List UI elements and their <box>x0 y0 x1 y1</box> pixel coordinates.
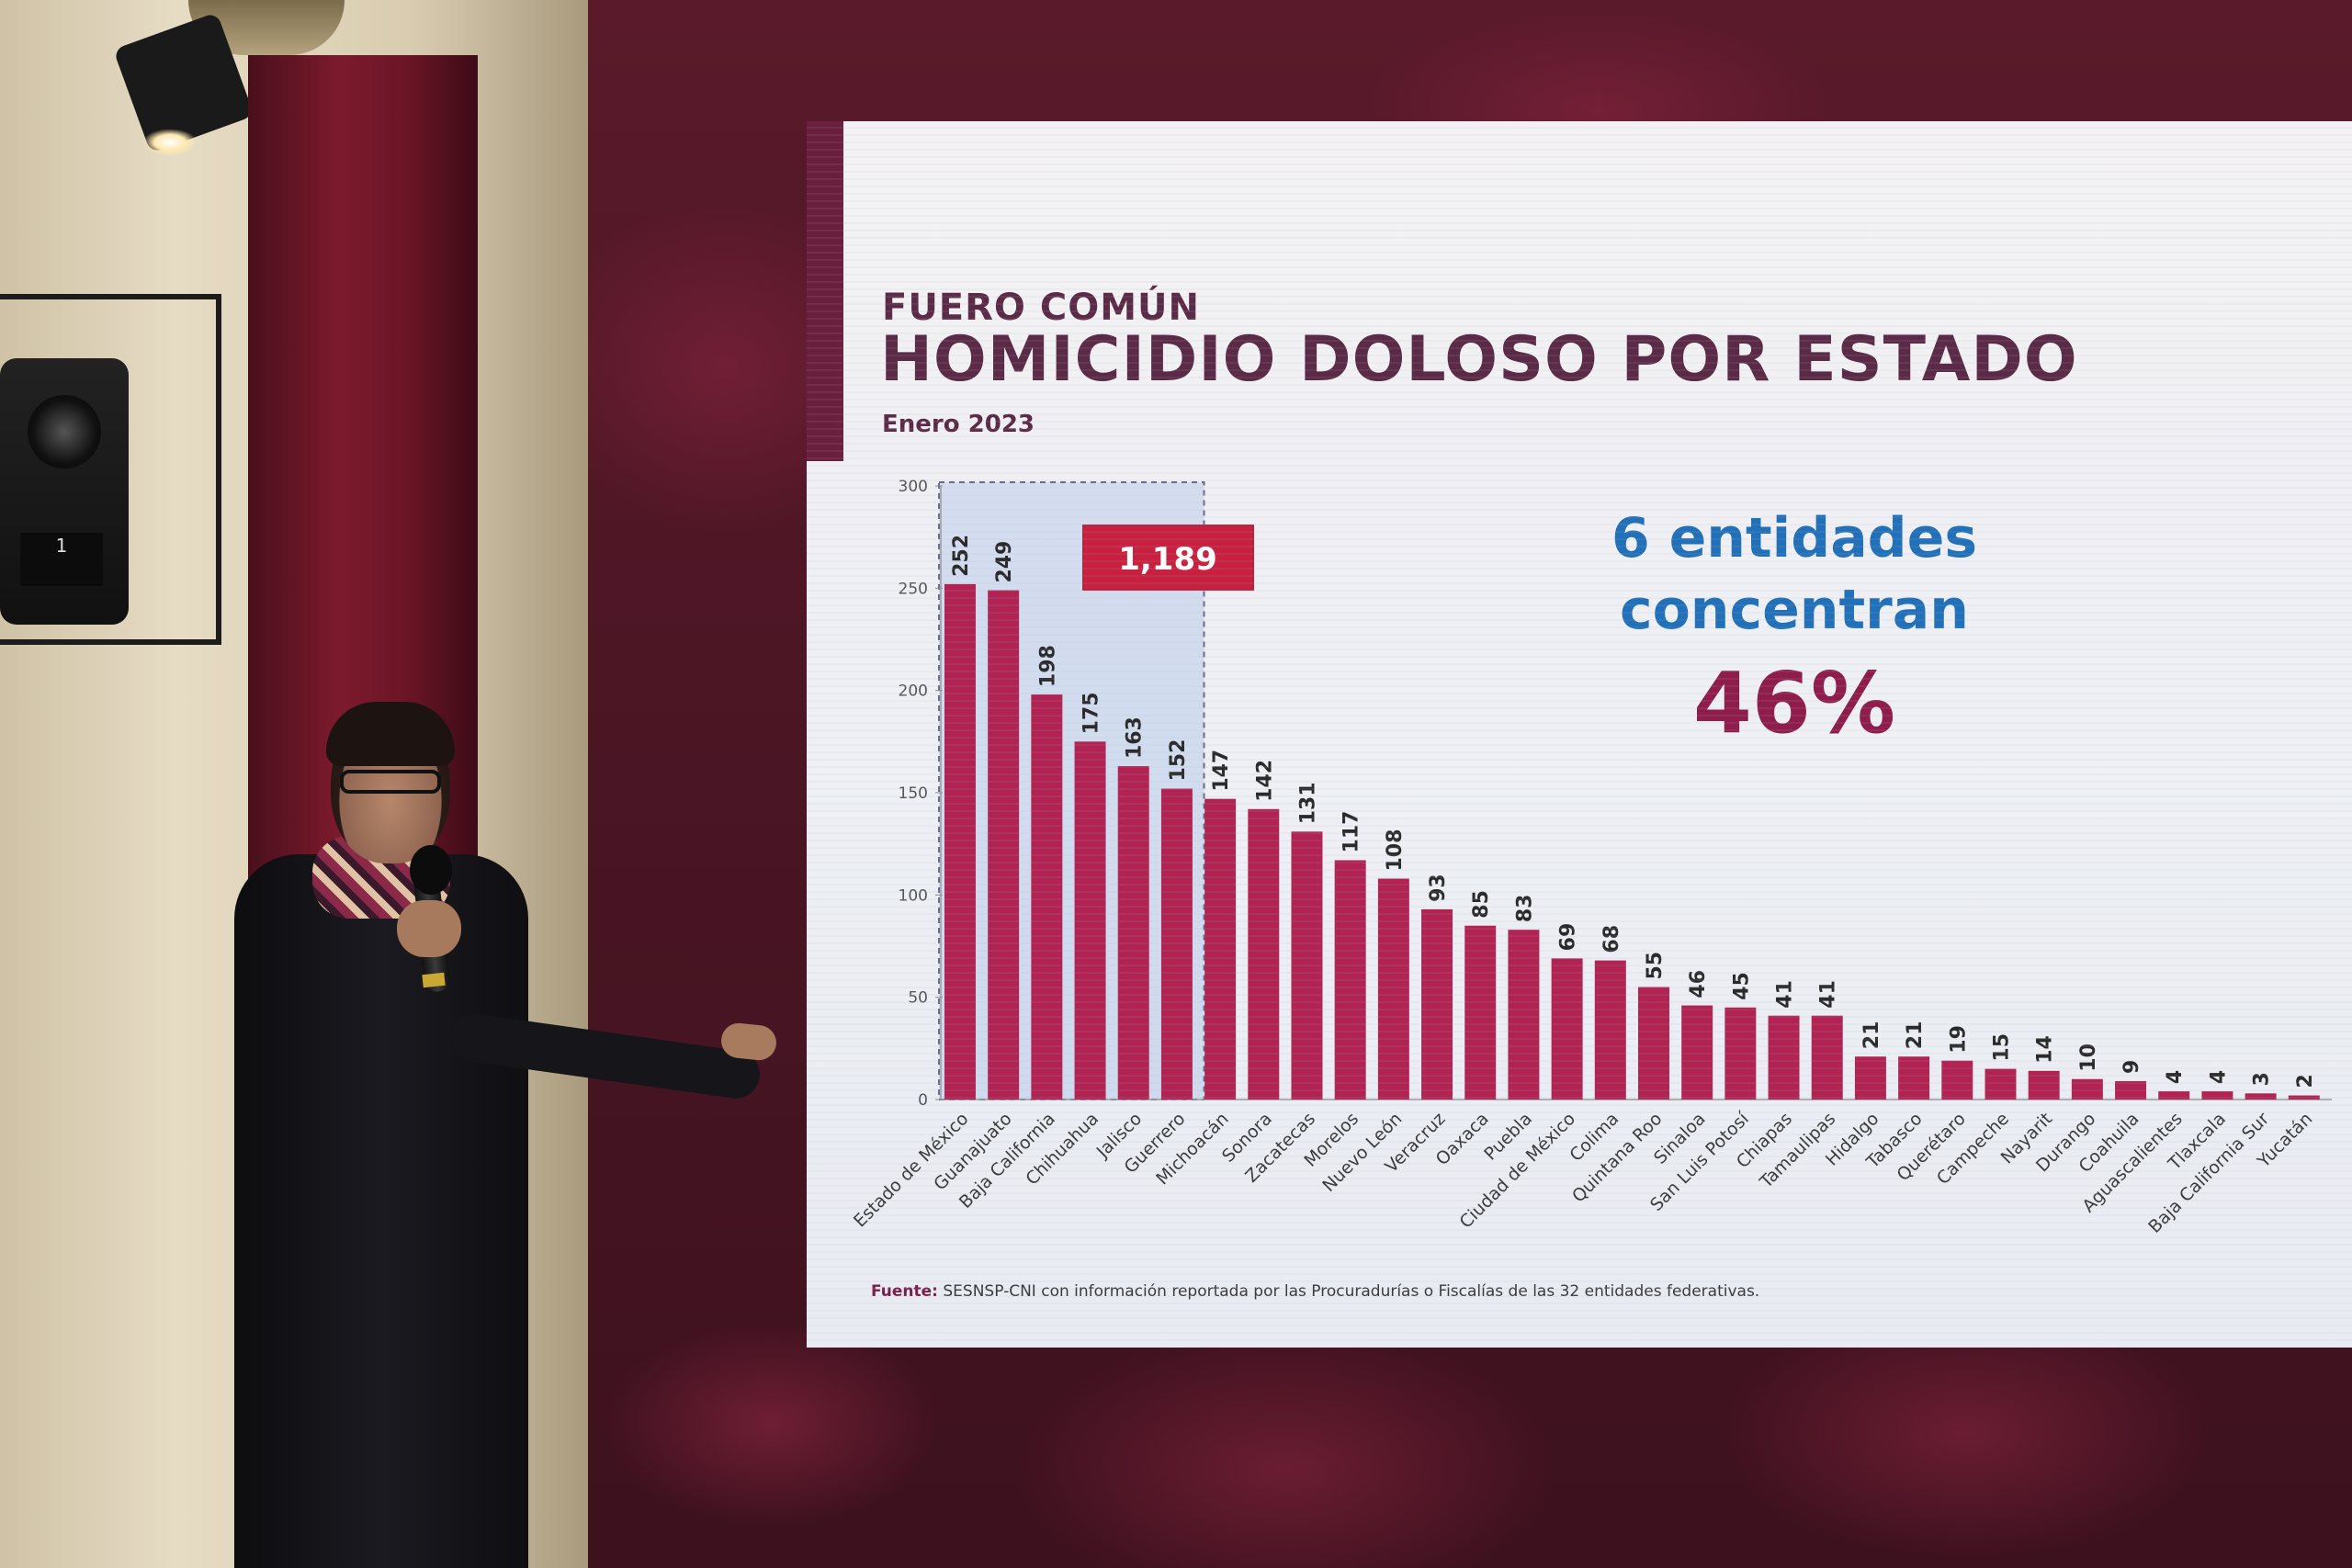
callout-line-2: concentran <box>1620 578 1969 642</box>
y-tick-label: 100 <box>899 886 928 905</box>
bar <box>2245 1093 2277 1100</box>
bar-value-label: 41 <box>1817 980 1840 1009</box>
camera-tag: 1 <box>20 533 103 586</box>
bar <box>2071 1078 2103 1100</box>
speaker-glasses <box>340 770 441 794</box>
bar <box>2158 1091 2190 1100</box>
highlight-total-box <box>1082 525 1254 591</box>
bar <box>1334 860 1366 1100</box>
y-tick-label: 250 <box>899 580 928 598</box>
bar-value-label: 9 <box>2120 1060 2143 1074</box>
bar-value-label: 108 <box>1384 829 1407 872</box>
bar <box>1508 930 1540 1100</box>
callout-percentage: 46% <box>1692 654 1896 752</box>
slide-kicker: FUERO COMÚN <box>882 287 1200 329</box>
bar <box>988 590 1020 1100</box>
y-tick-label: 300 <box>899 478 928 496</box>
bar-value-label: 85 <box>1470 890 1493 919</box>
microphone-head <box>410 845 452 895</box>
bar-value-label: 152 <box>1167 739 1190 782</box>
bar <box>2028 1070 2060 1100</box>
slide-accent-bar <box>807 121 843 461</box>
microphone-band <box>422 972 446 988</box>
bar <box>1074 741 1106 1100</box>
bar-value-label: 142 <box>1253 760 1276 802</box>
bar-value-label: 15 <box>1990 1033 2013 1062</box>
bar <box>1464 925 1497 1100</box>
source-note: Fuente: SESNSP-CNI con información repor… <box>871 1282 1759 1301</box>
bar-value-label: 55 <box>1644 952 1667 980</box>
bar-value-label: 117 <box>1340 811 1363 853</box>
source-label: Fuente: <box>871 1282 938 1301</box>
bar <box>1681 1005 1713 1100</box>
bar-value-label: 249 <box>993 541 1016 583</box>
slide-date: Enero 2023 <box>882 411 1035 438</box>
bar-value-label: 2 <box>2294 1074 2317 1088</box>
bar <box>1638 987 1669 1100</box>
bar <box>1551 958 1583 1100</box>
video-camera: 1 <box>0 358 129 625</box>
bar-value-label: 198 <box>1036 645 1059 687</box>
bar-value-label: 4 <box>2164 1070 2187 1084</box>
bar <box>1204 798 1237 1100</box>
bar <box>1594 960 1626 1100</box>
bar <box>1854 1056 1886 1100</box>
camera-rig <box>0 294 221 645</box>
bar <box>2201 1091 2233 1100</box>
speaker-body <box>234 854 528 1568</box>
bar <box>1377 878 1409 1100</box>
bar-value-label: 69 <box>1557 923 1580 952</box>
bar <box>1117 766 1149 1100</box>
spotlight-glow <box>142 129 198 156</box>
bar-value-label: 83 <box>1513 895 1536 923</box>
bar-value-label: 14 <box>2034 1035 2057 1064</box>
projection-screen: FUERO COMÚN HOMICIDIO DOLOSO POR ESTADO … <box>807 121 2352 1348</box>
bar-value-label: 10 <box>2077 1043 2100 1072</box>
bar-value-label: 46 <box>1687 970 1710 998</box>
slide-title: HOMICIDIO DOLOSO POR ESTADO <box>880 323 2078 396</box>
callout-line-1: 6 entidades <box>1611 506 1978 570</box>
bar <box>1898 1056 1930 1100</box>
bar <box>944 583 976 1100</box>
bar-value-label: 93 <box>1427 874 1450 902</box>
speaker-hair <box>326 702 455 766</box>
bar-value-label: 4 <box>2207 1070 2230 1084</box>
bar <box>2288 1095 2320 1100</box>
bar <box>1724 1007 1757 1100</box>
bar <box>1291 831 1323 1100</box>
y-tick-label: 50 <box>908 989 928 1008</box>
bar-value-label: 252 <box>950 535 973 577</box>
bar <box>1984 1068 2017 1100</box>
bar-value-label: 45 <box>1730 972 1753 1000</box>
source-text: SESNSP-CNI con información reportada por… <box>937 1282 1760 1301</box>
y-tick-label: 0 <box>918 1091 928 1110</box>
speaker-hand <box>397 900 461 957</box>
bar <box>1031 694 1063 1100</box>
bar-value-label: 163 <box>1124 716 1147 759</box>
bar-value-label: 147 <box>1210 750 1233 792</box>
bar-value-label: 21 <box>1860 1021 1883 1050</box>
bar-value-label: 41 <box>1774 980 1797 1009</box>
bar <box>1941 1060 1973 1100</box>
bar-value-label: 21 <box>1904 1021 1927 1050</box>
bar <box>1421 908 1453 1100</box>
bar-value-label: 131 <box>1296 782 1319 824</box>
camera-lens <box>28 395 101 468</box>
callout-text: 6 entidades concentran <box>1551 502 2038 646</box>
speaker <box>230 702 799 1568</box>
bar-value-label: 19 <box>1947 1025 1970 1054</box>
y-tick-label: 150 <box>899 784 928 803</box>
bar-value-label: 68 <box>1600 925 1623 953</box>
bar <box>1160 788 1193 1100</box>
bar <box>1248 808 1280 1100</box>
bar <box>1768 1015 1800 1100</box>
y-tick-label: 200 <box>899 682 928 701</box>
bar <box>2115 1080 2147 1100</box>
bar-value-label: 175 <box>1080 692 1103 734</box>
bar <box>1811 1015 1843 1100</box>
highlight-total-label: 1,189 <box>1118 541 1217 578</box>
bar-value-label: 3 <box>2251 1072 2274 1086</box>
